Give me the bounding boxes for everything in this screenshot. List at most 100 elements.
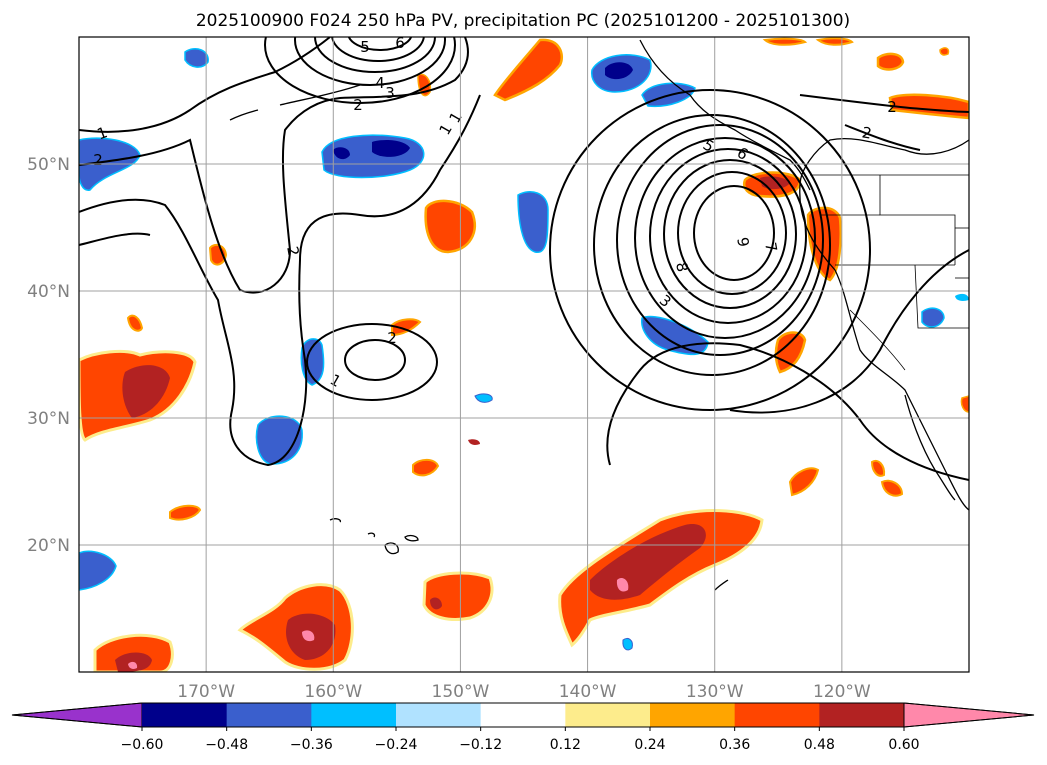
- map-background: [79, 37, 969, 672]
- pv-contour: [549, 89, 871, 411]
- colorbar-bin: [565, 703, 651, 727]
- pv-contour: [79, 37, 331, 133]
- precip-patch: [184, 48, 209, 68]
- graticule: [79, 37, 969, 672]
- pv-contour-label: 8: [672, 261, 691, 274]
- precipitation-shading: [79, 37, 969, 672]
- lon-tick-label: 140°W: [559, 682, 617, 702]
- precip-patch: [788, 467, 820, 497]
- colorbar-extend-high: [903, 702, 1035, 728]
- pv-contour: [264, 37, 456, 104]
- pv-contour: [294, 37, 446, 86]
- colorbar-bin: [734, 703, 820, 727]
- precip-patch: [302, 630, 315, 642]
- precip-patch: [122, 365, 170, 418]
- pv-contour: [649, 148, 807, 324]
- colorbar-bin: [819, 703, 905, 727]
- colorbar-bin: [142, 703, 228, 727]
- coastline: [799, 138, 969, 511]
- colorbar-tick-label: −0.24: [375, 737, 418, 753]
- pv-contour-label: 2: [387, 329, 397, 347]
- colorbar-tick-label: 0.24: [634, 737, 665, 753]
- precip-patch: [939, 47, 950, 56]
- coastline: [367, 532, 376, 538]
- pv-contour-label: 2: [887, 98, 897, 116]
- precip-patch: [762, 37, 808, 46]
- precip-patch: [430, 597, 442, 610]
- pv-contour: [677, 171, 787, 295]
- coastline: [384, 542, 399, 555]
- pv-contour: [79, 94, 481, 467]
- precip-patch: [126, 314, 144, 332]
- pv-contour-label: 2: [283, 245, 302, 258]
- latitude-tick-labels: 50°N 40°N 30°N 20°N: [27, 155, 70, 556]
- precip-patch: [558, 509, 764, 648]
- colorbar-tick-label: 0.36: [719, 737, 750, 753]
- precip-patch: [870, 459, 886, 477]
- precip-patch: [391, 318, 422, 337]
- pv-contour-label: 6: [395, 34, 405, 52]
- pv-contour-label: 2: [93, 151, 103, 169]
- colorbar-tick-label: 0.12: [550, 737, 581, 753]
- pv-contour: [331, 37, 425, 62]
- lat-tick-label: 30°N: [27, 409, 70, 429]
- precip-patch: [888, 93, 969, 120]
- precip-patch: [880, 479, 904, 497]
- map-frame: [78, 36, 970, 673]
- colorbar-tick-label: 0.60: [888, 737, 919, 753]
- pv-contour: [606, 342, 969, 481]
- precip-patch: [255, 415, 303, 465]
- lat-tick-label: 40°N: [27, 282, 70, 302]
- colorbar-tick-label: −0.48: [205, 737, 248, 753]
- coastline: [714, 579, 729, 591]
- lat-tick-label: 20°N: [27, 536, 70, 556]
- precip-patch: [955, 293, 969, 301]
- precip-patch: [422, 571, 494, 621]
- colorbar-bin: [650, 703, 736, 727]
- precip-patch: [622, 637, 633, 651]
- precip-patch: [876, 52, 905, 71]
- colorbar-tick-label: 0.48: [804, 737, 835, 753]
- pv-contour: [347, 37, 413, 51]
- colorbar-tick-label: −0.60: [121, 737, 164, 753]
- border-line: [914, 264, 969, 329]
- colorbar-tick-label: −0.12: [459, 737, 502, 753]
- longitude-tick-labels: 170°W 160°W 150°W 140°W 130°W 120°W: [177, 682, 871, 702]
- precip-patch: [79, 550, 117, 591]
- pv-contour: [344, 339, 406, 381]
- pv-contours: [79, 37, 969, 481]
- pv-contour-label: 5: [360, 38, 370, 56]
- precip-patch: [774, 331, 807, 374]
- precip-patch: [333, 147, 350, 160]
- pv-contour: [306, 323, 438, 401]
- precip-patch: [169, 504, 202, 521]
- pv-contour: [634, 137, 816, 339]
- precip-patch: [517, 191, 549, 253]
- precip-patch: [468, 439, 480, 445]
- colorbar-extend-low: [11, 702, 143, 728]
- coastline: [404, 534, 419, 542]
- pv-contour: [663, 159, 797, 309]
- precip-patch: [960, 395, 969, 413]
- pv-contour: [729, 249, 969, 414]
- pv-contour-label: 9: [733, 236, 752, 249]
- lon-tick-label: 150°W: [432, 682, 490, 702]
- pv-contour: [314, 37, 436, 73]
- pv-contour: [593, 114, 831, 376]
- pv-contour-label: 7: [761, 241, 780, 254]
- colorbar-bin: [480, 703, 566, 727]
- precip-patch: [424, 199, 476, 254]
- precip-patch: [412, 458, 440, 477]
- lon-tick-label: 170°W: [177, 682, 235, 702]
- pv-contour: [79, 37, 469, 294]
- pv-contour: [616, 124, 824, 356]
- precip-patch: [474, 393, 493, 403]
- coastline: [229, 109, 259, 121]
- colorbar-bin: [396, 703, 482, 727]
- precip-patch: [605, 62, 633, 80]
- precip-patch: [921, 307, 945, 328]
- political-borders: [810, 174, 969, 371]
- colorbar-tick-labels: −0.60 −0.48 −0.36 −0.24 −0.12 0.12 0.24 0.36 0.4…: [121, 727, 920, 753]
- pv-contour-label: 3: [385, 84, 395, 102]
